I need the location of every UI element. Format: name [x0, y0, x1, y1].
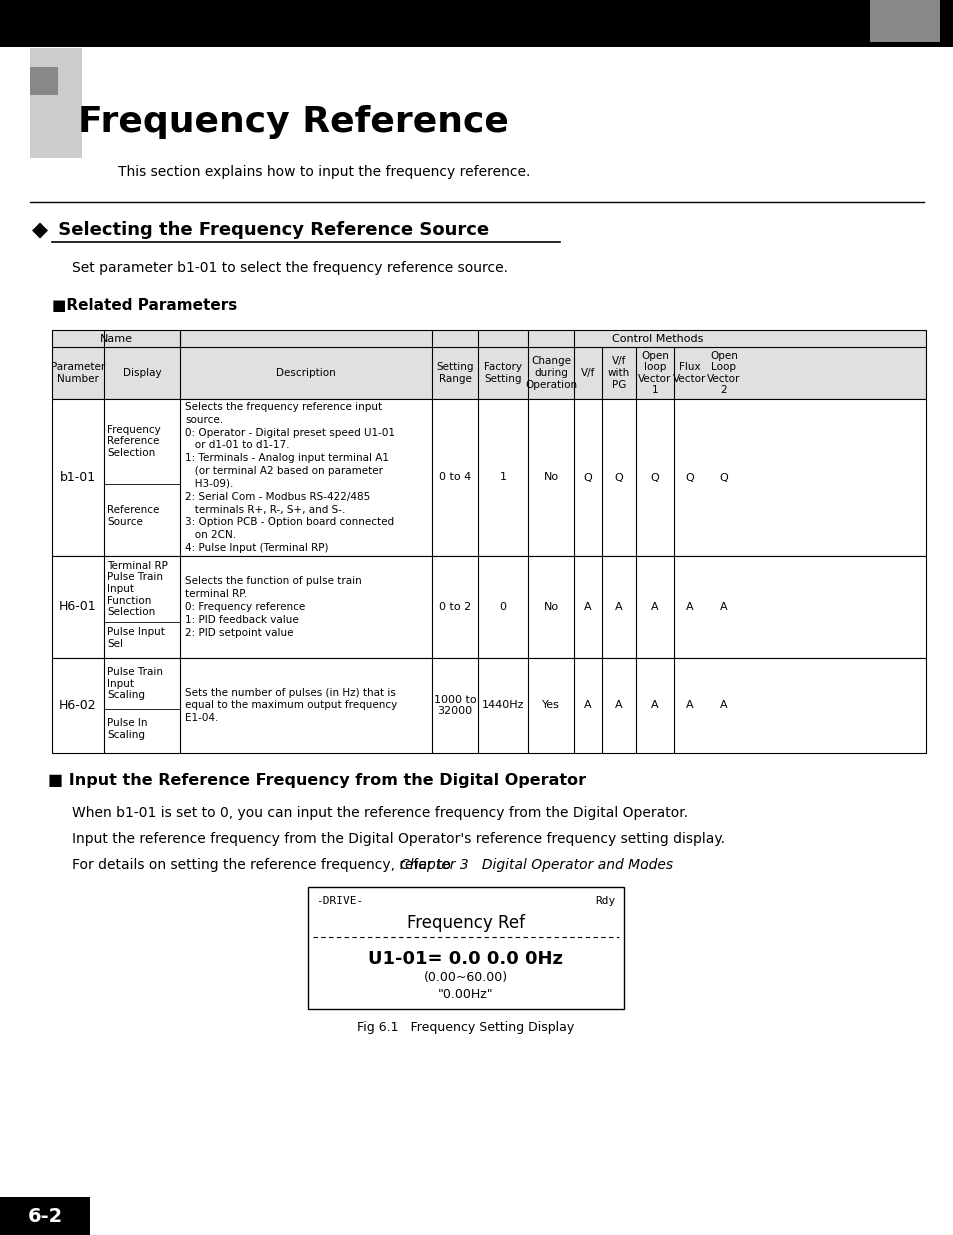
Text: Q: Q [614, 473, 622, 483]
Text: 6-2: 6-2 [28, 1207, 63, 1225]
Text: No: No [543, 473, 558, 483]
Text: 1440Hz: 1440Hz [481, 700, 524, 710]
Text: V/f: V/f [580, 368, 595, 378]
Text: Pulse Train
Input
Scaling: Pulse Train Input Scaling [107, 667, 163, 700]
Text: H6-02: H6-02 [59, 699, 96, 713]
Text: Set parameter b1-01 to select the frequency reference source.: Set parameter b1-01 to select the freque… [71, 261, 507, 275]
Text: "0.00Hz": "0.00Hz" [437, 988, 494, 1002]
Text: ■Related Parameters: ■Related Parameters [52, 298, 237, 312]
Text: Reference
Source: Reference Source [107, 505, 159, 527]
Text: Name: Name [99, 333, 132, 343]
Text: A: A [685, 601, 693, 613]
Text: Rdy: Rdy [595, 897, 616, 906]
Text: 0 to 2: 0 to 2 [438, 601, 471, 613]
Text: Fig 6.1   Frequency Setting Display: Fig 6.1 Frequency Setting Display [357, 1020, 574, 1034]
Text: A: A [720, 601, 727, 613]
Text: 1000 to
32000: 1000 to 32000 [434, 695, 476, 716]
Text: Terminal RP
Pulse Train
Input
Function
Selection: Terminal RP Pulse Train Input Function S… [107, 561, 168, 618]
Text: A: A [720, 700, 727, 710]
Text: Frequency
Reference
Selection: Frequency Reference Selection [107, 425, 161, 458]
Text: Setting
Range: Setting Range [436, 362, 474, 384]
Text: No: No [543, 601, 558, 613]
Text: A: A [615, 700, 622, 710]
Text: Input the reference frequency from the Digital Operator's reference frequency se: Input the reference frequency from the D… [71, 832, 724, 846]
Text: Q: Q [719, 473, 727, 483]
Text: 1: 1 [499, 473, 506, 483]
Text: This section explains how to input the frequency reference.: This section explains how to input the f… [118, 165, 530, 179]
Text: Description: Description [275, 368, 335, 378]
Text: H6-01: H6-01 [59, 600, 96, 614]
Bar [52, 556, 925, 658]
Text: Selecting the Frequency Reference Source: Selecting the Frequency Reference Source [52, 221, 489, 240]
Text: 0 to 4: 0 to 4 [438, 473, 471, 483]
Text: Pulse Input
Sel: Pulse Input Sel [107, 627, 165, 650]
Bar [308, 887, 623, 1009]
Text: ◆: ◆ [32, 220, 48, 240]
Text: A: A [651, 700, 659, 710]
Text: Q: Q [650, 473, 659, 483]
Text: Selects the function of pulse train
terminal RP.
0: Frequency reference
1: PID f: Selects the function of pulse train term… [185, 577, 361, 637]
Text: Yes: Yes [541, 700, 559, 710]
Text: -DRIVE-: -DRIVE- [315, 897, 363, 906]
Text: A: A [615, 601, 622, 613]
Text: ■ Input the Reference Frequency from the Digital Operator: ■ Input the Reference Frequency from the… [48, 773, 585, 788]
Bar [52, 658, 925, 753]
Bar [869, 0, 939, 42]
Text: Frequency Ref: Frequency Ref [407, 914, 524, 932]
Text: Q: Q [685, 473, 694, 483]
Text: Sets the number of pulses (in Hz) that is
equal to the maximum output frequency
: Sets the number of pulses (in Hz) that i… [185, 688, 396, 724]
Text: Selects the frequency reference input
source.
0: Operator - Digital preset speed: Selects the frequency reference input so… [185, 403, 395, 553]
Bar [52, 658, 925, 753]
Bar [52, 330, 925, 399]
Bar [52, 556, 925, 658]
Text: Open
loop
Vector
1: Open loop Vector 1 [638, 351, 671, 395]
Text: Control Methods: Control Methods [612, 333, 703, 343]
Text: A: A [583, 601, 591, 613]
Text: A: A [651, 601, 659, 613]
Bar [30, 48, 82, 158]
Text: For details on setting the reference frequency, refer to: For details on setting the reference fre… [71, 858, 455, 872]
Text: A: A [685, 700, 693, 710]
Text: Chapter 3   Digital Operator and Modes: Chapter 3 Digital Operator and Modes [399, 858, 673, 872]
Text: Pulse In
Scaling: Pulse In Scaling [107, 718, 148, 740]
Bar [52, 330, 925, 399]
Text: .: . [643, 858, 648, 872]
Text: b1-01: b1-01 [60, 471, 96, 484]
Text: Change
during
Operation: Change during Operation [524, 357, 577, 389]
Bar [0, 1197, 90, 1235]
Bar [52, 399, 925, 556]
Text: U1-01= 0.0 0.0 0Hz: U1-01= 0.0 0.0 0Hz [368, 950, 563, 968]
Bar [0, 0, 953, 47]
Text: Q: Q [583, 473, 592, 483]
Text: A: A [583, 700, 591, 710]
Text: When b1-01 is set to 0, you can input the reference frequency from the Digital O: When b1-01 is set to 0, you can input th… [71, 806, 687, 820]
Text: 0: 0 [499, 601, 506, 613]
Text: Frequency Reference: Frequency Reference [78, 105, 508, 140]
Text: Flux
Vector: Flux Vector [673, 362, 706, 384]
Text: (0.00~60.00): (0.00~60.00) [423, 972, 508, 984]
Text: Open
Loop
Vector
2: Open Loop Vector 2 [706, 351, 740, 395]
Text: Display: Display [123, 368, 161, 378]
Bar [52, 399, 925, 556]
Text: Factory
Setting: Factory Setting [483, 362, 521, 384]
Text: V/f
with
PG: V/f with PG [607, 357, 630, 389]
Text: Parameter
Number: Parameter Number [51, 362, 105, 384]
Bar [30, 67, 58, 95]
